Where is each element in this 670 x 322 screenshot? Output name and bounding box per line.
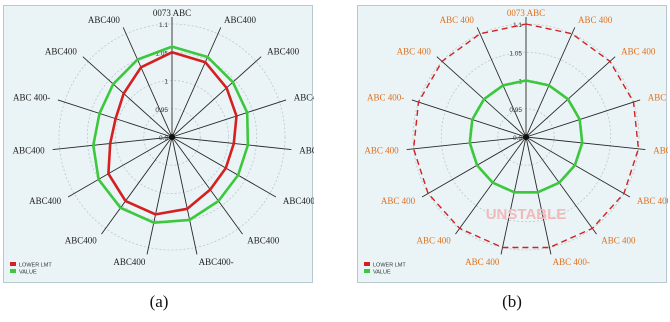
axis-label: ABC400 bbox=[267, 46, 300, 56]
radar-spoke bbox=[171, 99, 287, 138]
axis-label: ABC 400 bbox=[621, 46, 656, 56]
axis-label: ABC 400- bbox=[13, 92, 50, 102]
radar-spoke bbox=[525, 99, 641, 138]
series-value bbox=[92, 45, 250, 224]
legend-swatch bbox=[10, 269, 16, 273]
axis-label: ABC400 bbox=[283, 196, 314, 206]
axis-label: ABC400- bbox=[199, 257, 234, 267]
series-lower-lmt bbox=[107, 50, 238, 216]
radar-spoke bbox=[525, 136, 646, 150]
axis-label: ABC 400 bbox=[653, 145, 668, 155]
radar-spoke bbox=[525, 136, 552, 255]
radar-spoke bbox=[171, 136, 198, 255]
radar-spoke bbox=[82, 56, 173, 138]
legend-label: LOWER LMT bbox=[19, 263, 52, 269]
radar-spoke bbox=[171, 136, 243, 235]
radar-spoke bbox=[525, 136, 597, 235]
caption-b: (b) bbox=[502, 292, 522, 311]
radar-spoke bbox=[525, 27, 576, 138]
legend-swatch bbox=[10, 262, 16, 266]
grid-ring bbox=[58, 23, 286, 251]
series-lower-lmt bbox=[412, 23, 640, 249]
radar-spoke bbox=[171, 136, 292, 150]
legend-label: VALUE bbox=[373, 270, 391, 276]
r-tick-label: 1.05 bbox=[509, 50, 522, 57]
radar-panel-a: 0.9 0.95 1 1.05 1.1 0073 ABC ABC400 ABC400 ABC40… bbox=[3, 5, 314, 283]
axis-label: ABC 400 bbox=[397, 46, 432, 56]
radar-spoke bbox=[436, 56, 527, 138]
axis-label: ABC400 bbox=[294, 92, 314, 102]
axis-label: 0073 ABC bbox=[153, 8, 191, 18]
axis-label: ABC400 bbox=[65, 236, 98, 246]
radar-spoke bbox=[101, 136, 173, 235]
axis-label: ABC400 bbox=[247, 236, 280, 246]
axis-label: ABC 400 bbox=[648, 92, 668, 102]
r-tick-label: 0.9 bbox=[513, 135, 522, 142]
axis-label: ABC 400- bbox=[367, 92, 404, 102]
r-tick-label: 1.1 bbox=[159, 22, 168, 29]
radar-spoke bbox=[421, 136, 527, 198]
axis-label: 0073 ABC bbox=[507, 8, 545, 18]
axis-label: ABC400 bbox=[224, 15, 257, 25]
axis-label: ABC 400 bbox=[381, 196, 416, 206]
legend-swatch bbox=[364, 262, 370, 266]
radar-spoke bbox=[525, 56, 616, 138]
radar-spoke bbox=[525, 136, 631, 198]
radar-spoke bbox=[171, 56, 262, 138]
legend-label: VALUE bbox=[19, 270, 37, 276]
series-value bbox=[468, 79, 584, 194]
axis-label: ABC400- bbox=[299, 145, 314, 155]
legend-swatch bbox=[364, 269, 370, 273]
caption-a: (a) bbox=[149, 292, 169, 311]
grid-ring bbox=[412, 23, 640, 251]
r-tick-label: 0.9 bbox=[159, 135, 168, 142]
axis-label: ABC400 bbox=[113, 257, 146, 267]
r-tick-label: 0.95 bbox=[155, 107, 168, 114]
axis-label: ABC 400 bbox=[578, 15, 613, 25]
axis-label: ABC 400 bbox=[465, 257, 500, 267]
axis-label: ABC400 bbox=[45, 46, 78, 56]
radar-spoke bbox=[67, 136, 173, 198]
radar-spoke bbox=[171, 27, 222, 138]
center-dot bbox=[169, 134, 175, 140]
axis-label: ABC400 bbox=[29, 196, 62, 206]
radar-chart-a: 0.9 0.95 1 1.05 1.1 0073 ABC ABC400 ABC400 ABC40… bbox=[10, 8, 314, 276]
legend-label: LOWER LMT bbox=[373, 263, 406, 269]
axis-label: ABC400 bbox=[88, 15, 121, 25]
axis-label: ABC 400 bbox=[364, 145, 399, 155]
radar-spoke bbox=[455, 136, 527, 235]
axis-label: ABC 400 bbox=[416, 236, 451, 246]
grid-ring bbox=[440, 51, 612, 223]
r-tick-label: 1.1 bbox=[513, 22, 522, 29]
r-tick-label: 0.95 bbox=[509, 107, 522, 114]
r-tick-label: 1.05 bbox=[155, 50, 168, 57]
axis-label: ABC 400 bbox=[637, 196, 668, 206]
axis-label: ABC 400 bbox=[440, 15, 475, 25]
radar-spoke bbox=[122, 27, 173, 138]
center-dot bbox=[523, 134, 529, 140]
r-tick-label: 1 bbox=[164, 79, 168, 86]
radar-spoke bbox=[171, 136, 277, 198]
axis-label: ABC 400- bbox=[553, 257, 590, 267]
axis-label: ABC400 bbox=[13, 145, 46, 155]
radar-spoke bbox=[52, 136, 173, 150]
radar-spoke bbox=[406, 136, 527, 150]
radar-spoke bbox=[476, 27, 527, 138]
radar-spoke bbox=[500, 136, 527, 255]
axis-label: ABC 400 bbox=[601, 236, 636, 246]
radar-spoke bbox=[411, 99, 527, 138]
radar-panel-b: 0.9 0.95 1 1.05 1.1 0073 ABC ABC 400 ABC 400 ABC… bbox=[357, 5, 668, 283]
unstable-watermark: UNSTABLE bbox=[486, 206, 567, 223]
radar-spoke bbox=[146, 136, 173, 255]
